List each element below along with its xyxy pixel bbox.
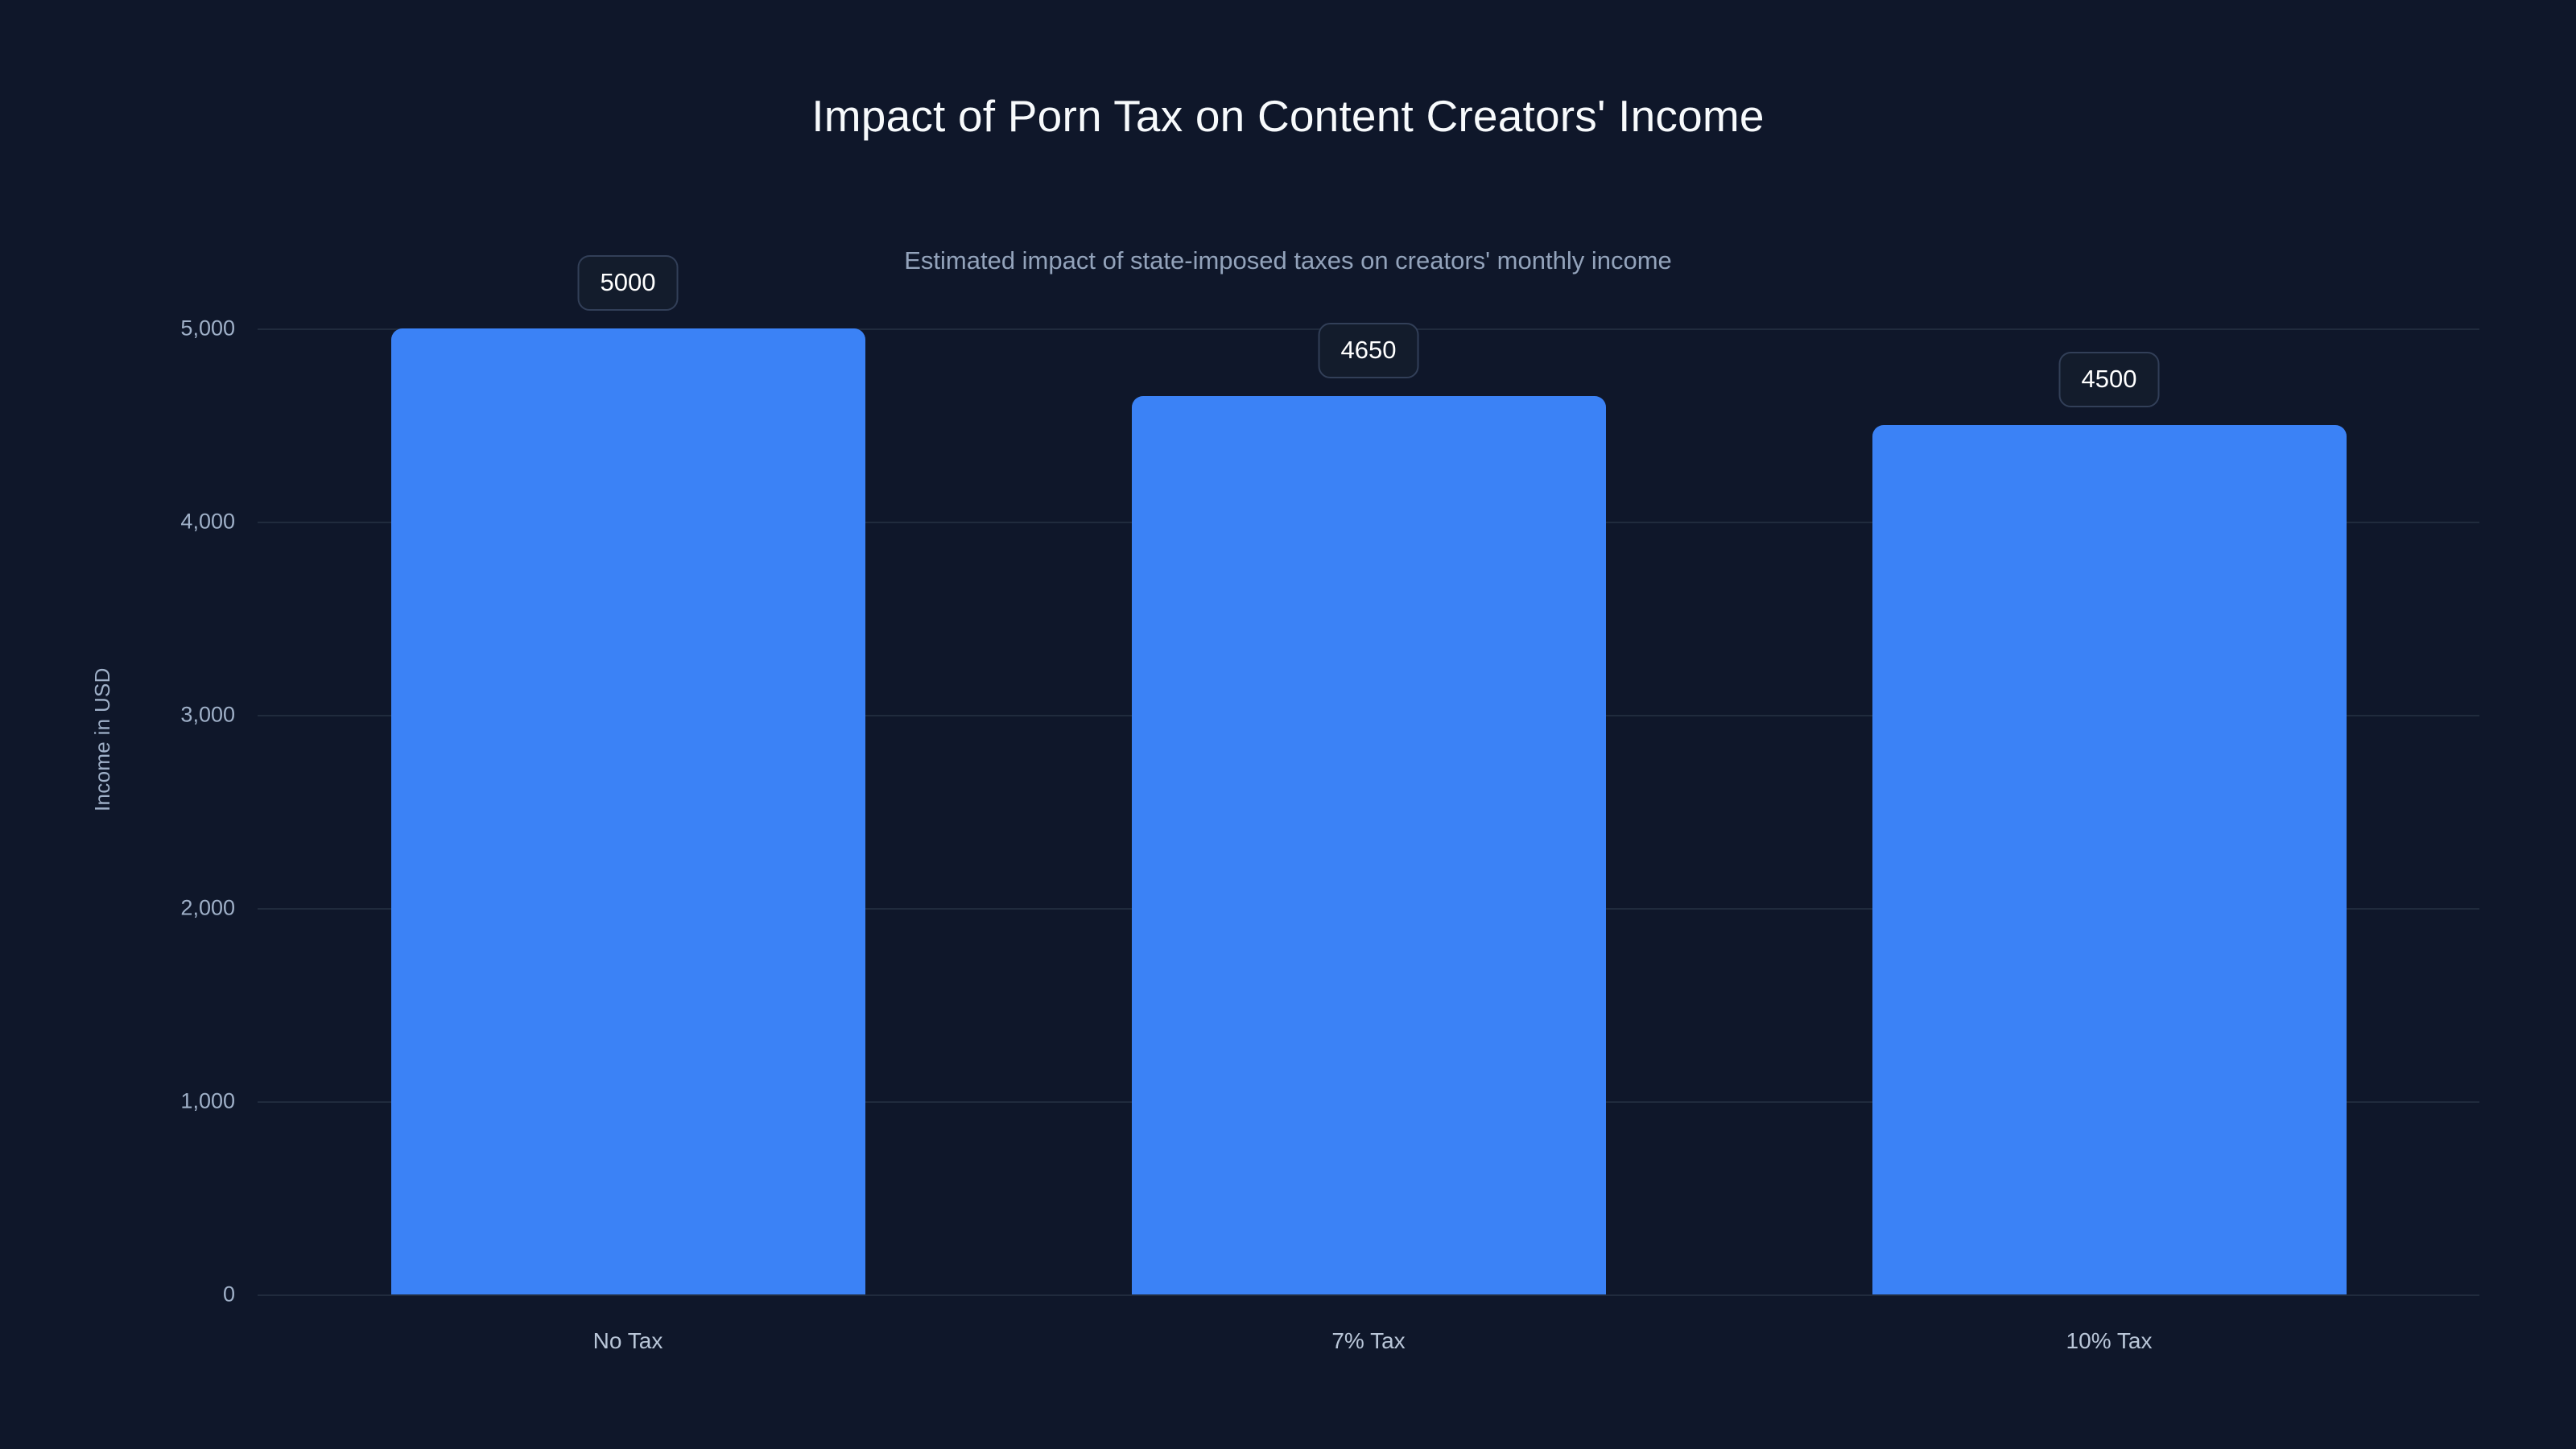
y-axis-title: Income in USD	[90, 667, 114, 811]
x-axis-tick-label: No Tax	[592, 1328, 663, 1353]
bar-value-label: 5000	[577, 255, 679, 311]
bar-value-label: 4650	[1318, 323, 1419, 378]
y-axis-tick-label: 4,000	[180, 509, 235, 534]
chart-subtitle: Estimated impact of state-imposed taxes …	[904, 246, 1672, 275]
plot-area	[258, 328, 2479, 1296]
bar[interactable]	[390, 328, 865, 1294]
y-axis-tick-label: 0	[222, 1282, 235, 1307]
y-axis-tick-label: 1,000	[180, 1088, 235, 1113]
x-axis-tick-label: 10% Tax	[2066, 1328, 2153, 1353]
bar-value-label: 4500	[2058, 352, 2160, 407]
gridline	[258, 1294, 2479, 1296]
bar[interactable]	[1131, 396, 1606, 1294]
chart-title: Impact of Porn Tax on Content Creators' …	[811, 91, 1765, 141]
y-axis-tick-label: 3,000	[180, 702, 235, 727]
y-axis-tick-label: 5,000	[180, 316, 235, 341]
x-axis-tick-label: 7% Tax	[1331, 1328, 1406, 1353]
bar[interactable]	[1872, 425, 2347, 1294]
y-axis-tick-label: 2,000	[180, 895, 235, 920]
